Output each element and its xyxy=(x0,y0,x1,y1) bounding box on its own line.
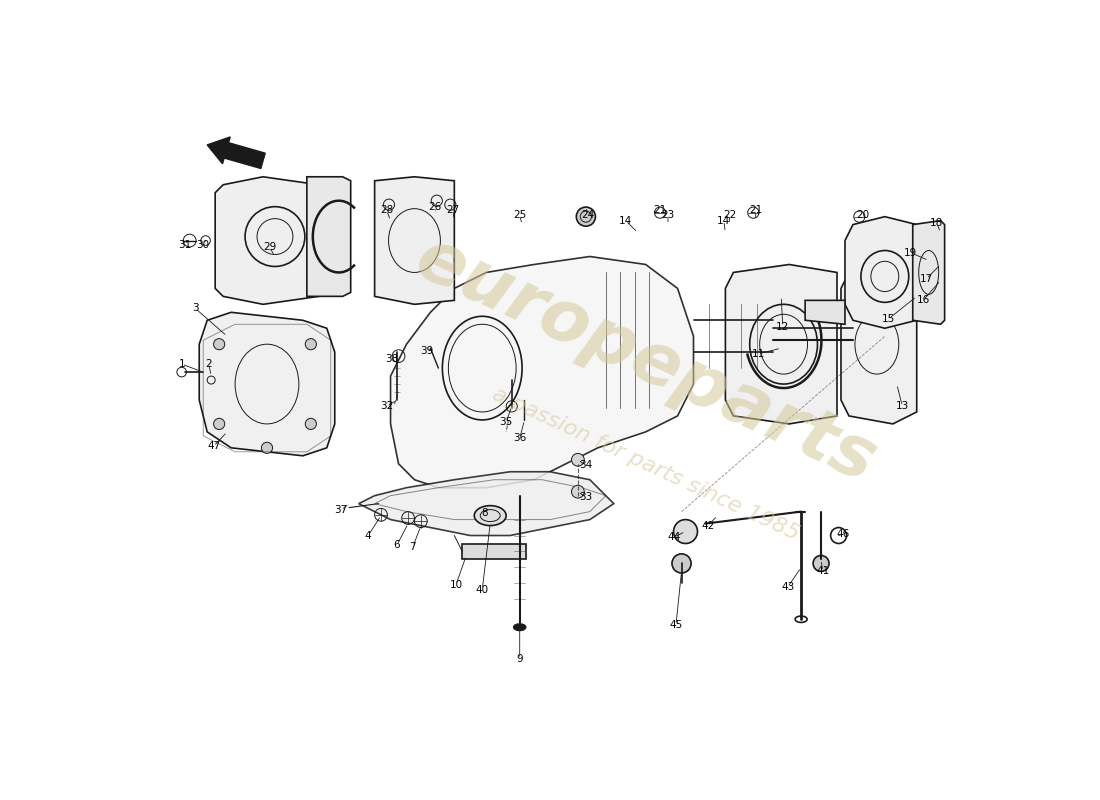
Polygon shape xyxy=(375,177,454,304)
Circle shape xyxy=(813,555,829,571)
Text: 43: 43 xyxy=(781,582,794,592)
Text: europeparts: europeparts xyxy=(405,223,887,497)
Polygon shape xyxy=(725,265,837,424)
Circle shape xyxy=(672,554,691,573)
Text: 45: 45 xyxy=(669,620,683,630)
Circle shape xyxy=(213,418,224,430)
Text: 24: 24 xyxy=(582,210,595,220)
Text: 8: 8 xyxy=(482,508,488,518)
Text: 13: 13 xyxy=(895,402,909,411)
Text: 21: 21 xyxy=(749,206,762,215)
Text: 29: 29 xyxy=(263,242,276,252)
Text: 17: 17 xyxy=(920,274,933,284)
Text: 9: 9 xyxy=(516,654,522,664)
Text: 3: 3 xyxy=(191,303,198,314)
Text: 12: 12 xyxy=(777,322,790,332)
Text: 27: 27 xyxy=(447,206,460,215)
Circle shape xyxy=(213,338,224,350)
Text: 30: 30 xyxy=(197,239,210,250)
Text: 31: 31 xyxy=(178,239,191,250)
Ellipse shape xyxy=(514,624,526,630)
Text: 47: 47 xyxy=(207,442,220,451)
Polygon shape xyxy=(773,288,821,384)
Text: 46: 46 xyxy=(837,529,850,539)
Text: 21: 21 xyxy=(653,206,667,215)
Text: 2: 2 xyxy=(206,359,212,369)
Polygon shape xyxy=(845,217,925,328)
Text: 26: 26 xyxy=(428,202,441,212)
Text: a passion for parts since 1985: a passion for parts since 1985 xyxy=(490,384,802,544)
Circle shape xyxy=(673,519,697,543)
Polygon shape xyxy=(199,312,334,456)
Text: 39: 39 xyxy=(420,346,433,355)
Text: 20: 20 xyxy=(856,210,869,220)
Circle shape xyxy=(576,207,595,226)
Text: 1: 1 xyxy=(178,359,185,369)
Text: 16: 16 xyxy=(916,295,930,306)
Text: 40: 40 xyxy=(475,585,488,594)
Text: 4: 4 xyxy=(365,530,372,541)
Polygon shape xyxy=(307,177,351,296)
Polygon shape xyxy=(805,300,845,324)
Text: 14: 14 xyxy=(717,216,730,226)
Text: 33: 33 xyxy=(580,492,593,502)
Text: 10: 10 xyxy=(450,580,462,590)
Text: 34: 34 xyxy=(580,460,593,470)
Text: 22: 22 xyxy=(723,210,736,220)
Circle shape xyxy=(306,418,317,430)
Text: 11: 11 xyxy=(752,349,766,358)
Text: 23: 23 xyxy=(661,210,674,220)
Polygon shape xyxy=(216,177,327,304)
Text: 36: 36 xyxy=(513,434,526,443)
Polygon shape xyxy=(390,257,693,488)
Circle shape xyxy=(572,454,584,466)
Text: 42: 42 xyxy=(701,521,715,531)
Text: 14: 14 xyxy=(619,216,632,226)
Text: 28: 28 xyxy=(379,206,393,215)
Text: 35: 35 xyxy=(499,418,513,427)
Text: 19: 19 xyxy=(904,247,917,258)
Ellipse shape xyxy=(474,506,506,526)
Text: 32: 32 xyxy=(379,402,393,411)
Polygon shape xyxy=(359,472,614,535)
Text: 6: 6 xyxy=(394,540,400,550)
FancyArrow shape xyxy=(207,137,265,169)
Text: 7: 7 xyxy=(409,542,416,552)
Polygon shape xyxy=(842,265,916,424)
Text: 44: 44 xyxy=(667,532,680,542)
Polygon shape xyxy=(462,543,526,559)
Circle shape xyxy=(572,486,584,498)
Polygon shape xyxy=(913,221,945,324)
Text: 18: 18 xyxy=(930,218,944,228)
Text: 15: 15 xyxy=(882,314,895,324)
Circle shape xyxy=(306,338,317,350)
Text: 41: 41 xyxy=(816,566,829,577)
Text: 37: 37 xyxy=(334,505,348,515)
Text: 38: 38 xyxy=(385,354,399,363)
Text: 25: 25 xyxy=(513,210,526,220)
Circle shape xyxy=(262,442,273,454)
